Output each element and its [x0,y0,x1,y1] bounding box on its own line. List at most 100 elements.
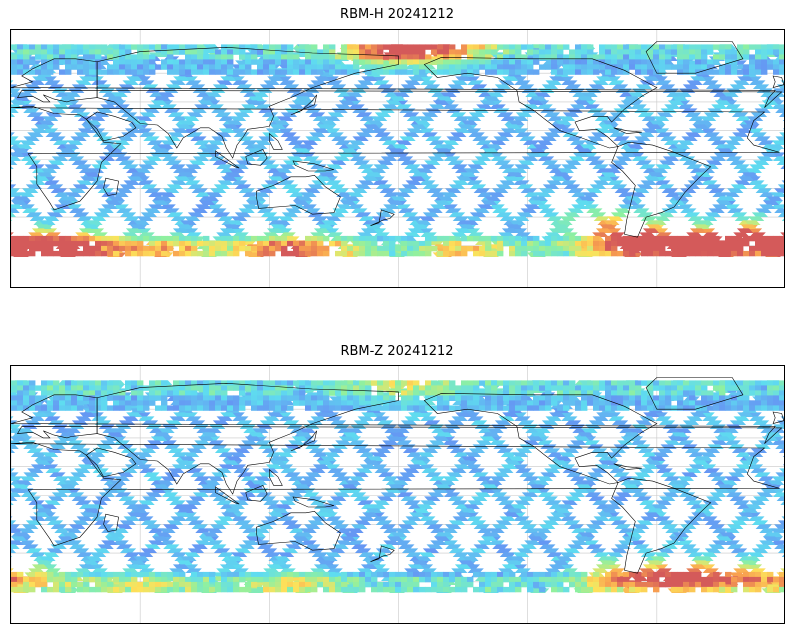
rbm-h-swath-cell [727,188,744,193]
rbm-h-polar-cell [377,245,384,252]
rbm-z-swath-cell [85,456,102,462]
rbm-h-polar-cell [11,44,18,50]
rbm-h-swath-cell [503,176,520,181]
rbm-h-swath-cell [153,148,170,154]
rbm-z-swath-cell [33,512,50,517]
rbm-h-polar-cell [233,69,240,75]
rbm-h-swath-cell [205,92,222,98]
rbm-h-polar-cell [665,54,672,60]
rbm-z-swath-cell [601,508,618,513]
rbm-h-polar-cell [263,250,270,257]
rbm-z-swath-cell [783,564,784,569]
rbm-z-swath-cell [359,464,377,470]
rbm-h-swath-cell [116,188,133,193]
rbm-z-swath-cell [467,416,484,422]
rbm-h-polar-cell [125,44,132,50]
rbm-h-polar-cell [53,59,60,65]
rbm-h-swath-cell [513,180,530,185]
rbm-h-swath-cell [233,112,251,118]
rbm-h-polar-cell [263,44,270,50]
rbm-h-polar-cell [455,69,462,75]
rbm-h-polar-cell [311,245,318,252]
rbm-z-swath-cell [704,548,722,553]
rbm-z-swath-cell [396,492,414,498]
rbm-z-swath-cell [157,480,174,486]
rbm-h-polar-cell [575,235,582,242]
rbm-h-swath-cell [630,104,647,110]
rbm-z-swath-cell [500,452,517,458]
rbm-h-swath-cell [185,80,202,86]
rbm-h-swath-cell [216,80,233,86]
rbm-h-polar-cell [221,59,228,65]
rbm-z-polar-cell [59,405,66,411]
rbm-h-polar-cell [65,250,72,257]
rbm-h-polar-cell [365,64,372,70]
rbm-z-swath-cell [655,568,672,573]
rbm-z-swath-cell [636,548,654,553]
rbm-z-swath-cell [725,492,743,498]
rbm-z-swath-cell [429,476,446,482]
rbm-z-swath-cell [29,552,46,557]
rbm-z-swath-cell [300,528,317,533]
rbm-h-swath-cell [469,212,487,217]
rbm-h-polar-cell [77,240,84,247]
rbm-z-swath-cell [92,448,110,454]
rbm-z-swath-cell [432,436,450,442]
rbm-h-swath-cell [587,108,604,114]
rbm-h-polar-cell [11,245,18,252]
rbm-z-swath-cell [258,472,275,478]
rbm-z-polar-cell [77,380,84,386]
rbm-h-swath-cell [201,96,218,102]
rbm-z-swath-cell [410,460,427,466]
rbm-h-polar-cell [227,49,234,55]
rbm-h-polar-cell [617,54,624,60]
rbm-h-polar-cell [239,69,246,75]
rbm-h-polar-cell [563,235,570,242]
rbm-h-polar-cell [329,240,336,247]
rbm-z-swath-cell [648,508,665,513]
rbm-h-swath-cell [436,96,453,102]
rbm-z-swath-cell [702,416,719,422]
rbm-h-swath-cell [165,160,182,165]
rbm-z-swath-cell [563,548,581,553]
rbm-z-swath-cell [521,424,538,430]
rbm-z-swath-cell [521,492,539,498]
rbm-z-swath-cell [707,444,724,450]
rbm-z-swath-cell [190,472,207,478]
rbm-h-swath-cell [71,160,88,165]
rbm-h-swath-cell [279,164,296,169]
rbm-z-swath-cell [703,468,720,474]
rbm-h-polar-cell [647,44,654,50]
rbm-h-swath-cell [749,164,766,169]
rbm-z-swath-cell [222,460,239,466]
rbm-z-polar-cell [215,405,222,411]
rbm-z-polar-cell [137,395,144,401]
rbm-h-polar-cell [467,69,474,75]
rbm-h-swath-cell [76,216,93,221]
rbm-h-polar-cell [371,235,378,242]
rbm-h-swath-cell [509,220,526,225]
rbm-h-swath-cell [281,212,299,217]
rbm-h-polar-cell [707,245,714,252]
rbm-h-swath-cell [122,80,139,86]
rbm-z-polar-cell [47,400,54,406]
rbm-h-polar-cell [635,245,642,252]
rbm-z-polar-cell [185,380,192,386]
rbm-z-swath-cell [735,464,753,470]
rbm-h-swath-cell [442,140,459,146]
rbm-h-swath-cell [348,140,365,146]
rbm-h-polar-cell [455,54,462,60]
rbm-h-swath-cell [697,220,714,225]
rbm-h-swath-cell [89,116,106,122]
rbm-h-polar-cell [113,59,120,65]
rbm-z-swath-cell [455,412,472,418]
rbm-h-swath-cell [353,84,371,90]
rbm-z-swath-cell [378,444,395,450]
rbm-h-polar-cell [125,69,132,75]
rbm-h-polar-cell [563,54,570,60]
rbm-z-polar-cell [197,385,204,391]
rbm-z-polar-cell [191,400,198,406]
rbm-z-swath-cell [545,568,562,573]
rbm-h-polar-cell [731,240,738,247]
rbm-h-polar-cell [29,235,36,242]
